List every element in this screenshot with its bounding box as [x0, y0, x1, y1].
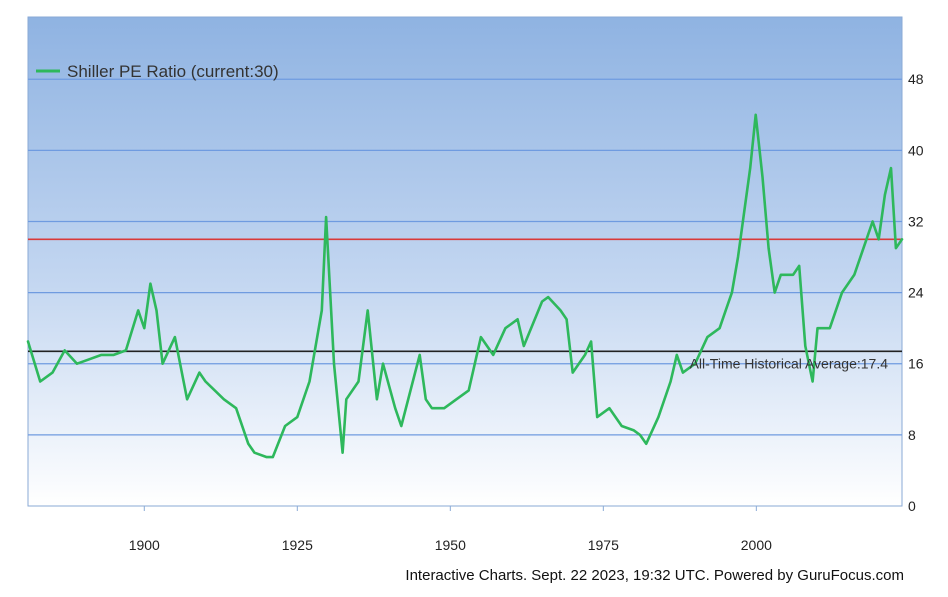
y-tick-label: 48 [908, 71, 924, 87]
legend-label: Shiller PE Ratio (current:30) [67, 62, 279, 81]
series-layer: All-Time Historical Average:17.4 [26, 113, 904, 459]
y-tick-label: 8 [908, 427, 916, 443]
x-tick-label: 2000 [741, 537, 772, 553]
gridlines [28, 78, 902, 436]
x-tick-label: 1950 [435, 537, 466, 553]
y-tick-label: 40 [908, 142, 924, 158]
series-line-shiller-pe [26, 113, 904, 459]
y-tick-label: 24 [908, 285, 924, 301]
x-tick-label: 1975 [588, 537, 619, 553]
footer-credit: Interactive Charts. Sept. 22 2023, 19:32… [405, 567, 904, 584]
y-tick-label: 0 [908, 498, 916, 514]
y-tick-label: 32 [908, 213, 924, 229]
x-tick-labels: 1900 1925 1950 1975 2000 [129, 506, 772, 553]
reference-lines [28, 238, 902, 353]
plot-background [27, 16, 903, 507]
average-annotation: All-Time Historical Average:17.4 [690, 355, 889, 371]
y-tick-labels: 0 8 16 24 32 40 48 [908, 71, 924, 514]
legend[interactable]: Shiller PE Ratio (current:30) [36, 62, 279, 81]
x-tick-label: 1925 [282, 537, 313, 553]
x-tick-label: 1900 [129, 537, 160, 553]
y-tick-label: 16 [908, 356, 924, 372]
